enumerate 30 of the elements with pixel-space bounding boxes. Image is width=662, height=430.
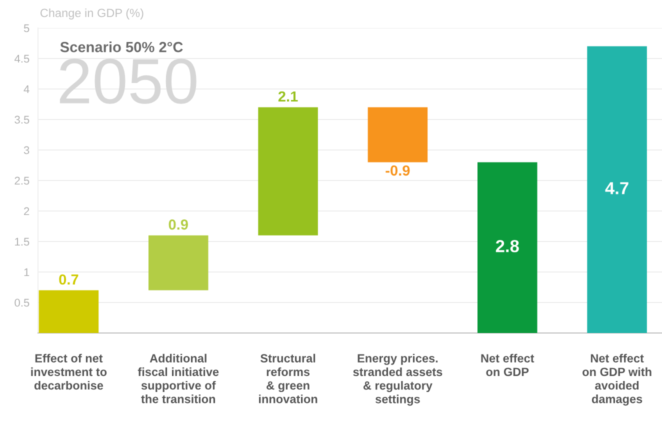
text: Scenario 50% 2°C: [60, 42, 183, 52]
bar: [258, 107, 318, 236]
bar: [148, 235, 208, 290]
x-tick-label: Energy prices. stranded assets & regulatory settings: [353, 354, 442, 406]
bar: [38, 290, 99, 333]
data-label: 4.7: [605, 182, 628, 194]
data-label: 2.8: [496, 240, 519, 252]
data-label: 0.7: [59, 274, 78, 285]
x-tick-label: Effect of net investment to decarbonise: [31, 354, 107, 390]
y-tick-label: 0.5: [14, 298, 30, 307]
x-tick-label: Net effect on GDP with avoided damages: [582, 354, 652, 406]
y-tick-label: 2: [24, 207, 30, 216]
y-tick-label: 1.5: [15, 238, 30, 246]
data-label: 2.1: [278, 91, 298, 102]
x-tick-label: Structural reforms & green innovation: [259, 354, 318, 404]
bar: [587, 46, 647, 333]
y-tick-label: 1: [24, 268, 30, 276]
bar: [477, 162, 538, 333]
y-tick-label: 3.5: [14, 116, 30, 124]
y-axis-title: Change in GDP (%): [40, 8, 144, 20]
data-label: -0.9: [386, 165, 410, 176]
data-label: 0.9: [168, 219, 188, 230]
y-tick-label: 5: [24, 24, 30, 32]
bar: [368, 107, 428, 162]
y-tick-label: 4: [24, 85, 30, 94]
y-tick-label: 2.5: [14, 176, 30, 185]
x-tick-label: Net effect on GDP: [481, 354, 534, 376]
y-tick-label: 4.5: [14, 54, 30, 63]
x-tick-label: Additional fiscal initiative supportive of the transition: [138, 354, 219, 404]
y-tick-label: 3: [24, 146, 30, 154]
